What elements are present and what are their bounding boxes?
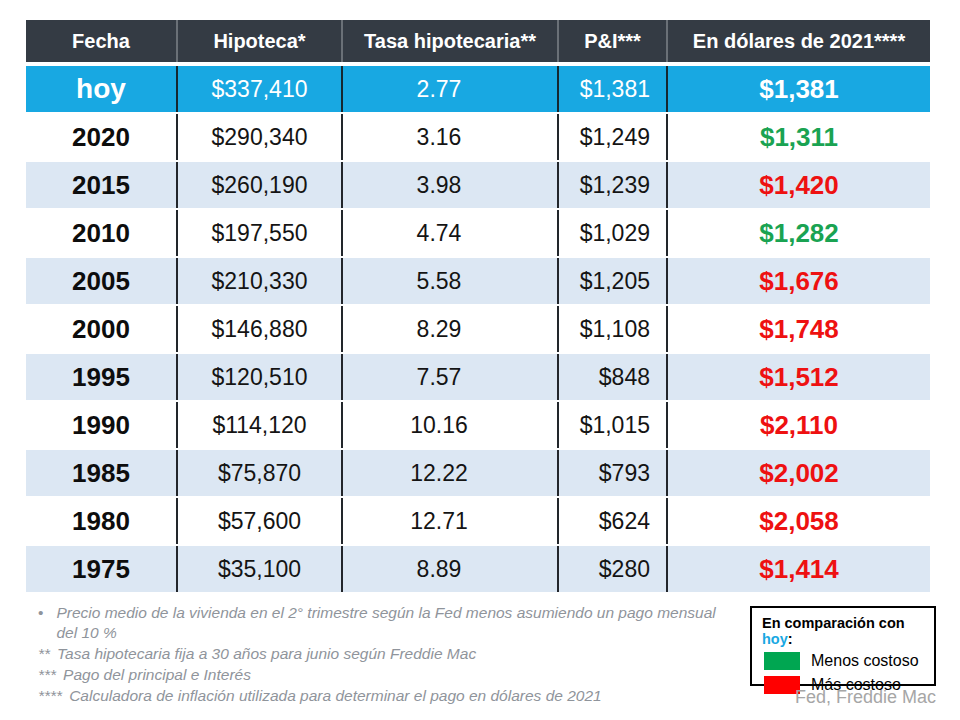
cell-fecha: 2000 xyxy=(26,306,176,352)
legend-item-less: Menos costoso xyxy=(764,652,934,670)
cell-fecha: 1990 xyxy=(26,402,176,448)
cell-tasa: 12.71 xyxy=(341,498,557,544)
cell-dolares: $2,110 xyxy=(666,402,930,448)
cell-dolares: $1,282 xyxy=(666,210,930,256)
cell-tasa: 10.16 xyxy=(341,402,557,448)
table-row-2010: 2010$197,5504.74$1,029$1,282 xyxy=(26,210,930,256)
table-row-1975: 1975$35,1008.89$280$1,414 xyxy=(26,546,930,592)
cell-pi: $280 xyxy=(557,546,666,592)
cell-fecha: 1975 xyxy=(26,546,176,592)
cell-hipoteca: $337,410 xyxy=(176,66,341,112)
header-hipoteca: Hipoteca* xyxy=(176,20,341,62)
footnote-line: *** Pago del principal e Interés xyxy=(38,665,738,685)
cell-pi: $848 xyxy=(557,354,666,400)
cell-fecha: 1985 xyxy=(26,450,176,496)
footnote-text: Precio medio de la vivienda en el 2° tri… xyxy=(56,603,738,643)
cell-dolares: $1,381 xyxy=(666,66,930,112)
cell-hipoteca: $290,340 xyxy=(176,114,341,160)
cell-dolares: $1,748 xyxy=(666,306,930,352)
cell-tasa: 7.57 xyxy=(341,354,557,400)
cell-tasa: 3.98 xyxy=(341,162,557,208)
cell-dolares: $2,002 xyxy=(666,450,930,496)
footnote-text: Pago del principal e Interés xyxy=(63,665,251,685)
cell-dolares: $1,420 xyxy=(666,162,930,208)
footnote-marker: **** xyxy=(38,686,62,706)
table-body: hoy$337,4102.77$1,381$1,3812020$290,3403… xyxy=(26,66,930,592)
cell-tasa: 2.77 xyxy=(341,66,557,112)
table-row-hoy: hoy$337,4102.77$1,381$1,381 xyxy=(26,66,930,112)
cell-fecha: hoy xyxy=(26,66,176,112)
cell-hipoteca: $114,120 xyxy=(176,402,341,448)
footnote-marker: ** xyxy=(38,644,50,664)
cell-hipoteca: $57,600 xyxy=(176,498,341,544)
footnote-marker: *** xyxy=(38,665,56,685)
cell-pi: $1,205 xyxy=(557,258,666,304)
legend-label-less: Menos costoso xyxy=(811,652,919,670)
cell-hipoteca: $120,510 xyxy=(176,354,341,400)
footnote-text: Tasa hipotecaria fija a 30 años para jun… xyxy=(57,644,476,664)
legend-title-prefix: En comparación con xyxy=(762,615,905,631)
cell-pi: $1,029 xyxy=(557,210,666,256)
cell-pi: $1,108 xyxy=(557,306,666,352)
table-row-1980: 1980$57,60012.71$624$2,058 xyxy=(26,498,930,544)
cell-dolares: $1,414 xyxy=(666,546,930,592)
footnote-marker: • xyxy=(38,603,43,623)
cell-fecha: 2020 xyxy=(26,114,176,160)
legend-box: En comparación con hoy: Menos costoso Má… xyxy=(750,606,936,686)
cell-pi: $1,015 xyxy=(557,402,666,448)
footnote-line: ** Tasa hipotecaria fija a 30 años para j… xyxy=(38,644,738,664)
table-row-1990: 1990$114,12010.16$1,015$2,110 xyxy=(26,402,930,448)
mortgage-comparison-table: Fecha Hipoteca* Tasa hipotecaria** P&I**… xyxy=(26,20,930,594)
header-fecha: Fecha xyxy=(26,20,176,62)
table-row-1985: 1985$75,87012.22$793$2,002 xyxy=(26,450,930,496)
legend-title-suffix: : xyxy=(788,631,793,647)
footnote-line: **** Calculadora de inflación utilizada p… xyxy=(38,686,738,706)
cell-fecha: 2005 xyxy=(26,258,176,304)
table-row-2020: 2020$290,3403.16$1,249$1,311 xyxy=(26,114,930,160)
table-row-1995: 1995$120,5107.57$848$1,512 xyxy=(26,354,930,400)
table-row-2005: 2005$210,3305.58$1,205$1,676 xyxy=(26,258,930,304)
table-row-2000: 2000$146,8808.29$1,108$1,748 xyxy=(26,306,930,352)
cell-hipoteca: $35,100 xyxy=(176,546,341,592)
header-pi: P&I*** xyxy=(557,20,666,62)
green-swatch-icon xyxy=(764,652,800,670)
legend-title-highlight: hoy xyxy=(762,631,788,647)
cell-fecha: 1980 xyxy=(26,498,176,544)
cell-pi: $793 xyxy=(557,450,666,496)
cell-tasa: 8.29 xyxy=(341,306,557,352)
header-tasa: Tasa hipotecaria** xyxy=(341,20,557,62)
source-attribution: Fed, Freddie Mac xyxy=(795,687,936,708)
cell-tasa: 3.16 xyxy=(341,114,557,160)
cell-pi: $624 xyxy=(557,498,666,544)
footnotes: • Precio medio de la vivienda en el 2° tr… xyxy=(38,603,738,707)
cell-fecha: 2010 xyxy=(26,210,176,256)
cell-pi: $1,381 xyxy=(557,66,666,112)
cell-hipoteca: $146,880 xyxy=(176,306,341,352)
cell-tasa: 4.74 xyxy=(341,210,557,256)
cell-tasa: 12.22 xyxy=(341,450,557,496)
cell-hipoteca: $75,870 xyxy=(176,450,341,496)
cell-dolares: $1,676 xyxy=(666,258,930,304)
footnote-text: Calculadora de inflación utilizada para … xyxy=(69,686,602,706)
legend-title: En comparación con hoy: xyxy=(762,615,934,647)
table-header-row: Fecha Hipoteca* Tasa hipotecaria** P&I**… xyxy=(26,20,930,62)
header-dolares: En dólares de 2021**** xyxy=(666,20,930,62)
cell-fecha: 2015 xyxy=(26,162,176,208)
cell-tasa: 8.89 xyxy=(341,546,557,592)
cell-tasa: 5.58 xyxy=(341,258,557,304)
cell-pi: $1,239 xyxy=(557,162,666,208)
cell-hipoteca: $210,330 xyxy=(176,258,341,304)
cell-hipoteca: $260,190 xyxy=(176,162,341,208)
cell-pi: $1,249 xyxy=(557,114,666,160)
cell-hipoteca: $197,550 xyxy=(176,210,341,256)
cell-dolares: $1,311 xyxy=(666,114,930,160)
cell-fecha: 1995 xyxy=(26,354,176,400)
footnote-line: • Precio medio de la vivienda en el 2° tr… xyxy=(38,603,738,643)
table-row-2015: 2015$260,1903.98$1,239$1,420 xyxy=(26,162,930,208)
cell-dolares: $1,512 xyxy=(666,354,930,400)
cell-dolares: $2,058 xyxy=(666,498,930,544)
